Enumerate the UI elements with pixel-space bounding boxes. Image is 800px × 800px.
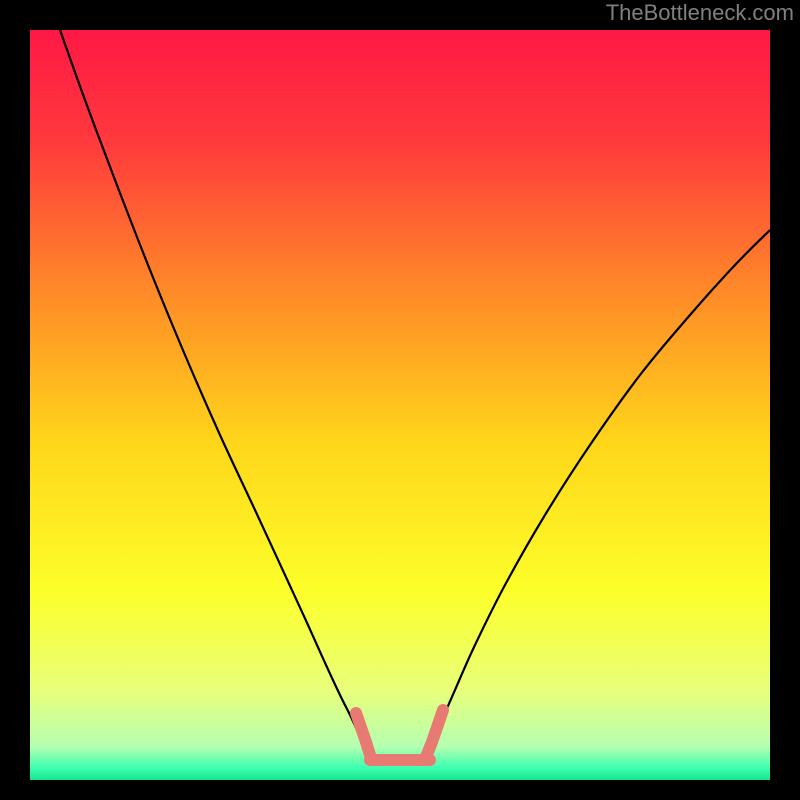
highlight-segment-0	[356, 713, 370, 755]
frame-right	[770, 0, 800, 800]
curve-right	[432, 230, 770, 746]
frame-bottom	[0, 780, 800, 800]
bottleneck-curve-svg	[30, 30, 770, 780]
curve-left	[60, 30, 364, 746]
watermark-text: TheBottleneck.com	[606, 0, 794, 26]
frame-left	[0, 0, 30, 800]
plot-area	[30, 30, 770, 780]
highlight-segment-2	[426, 710, 443, 757]
